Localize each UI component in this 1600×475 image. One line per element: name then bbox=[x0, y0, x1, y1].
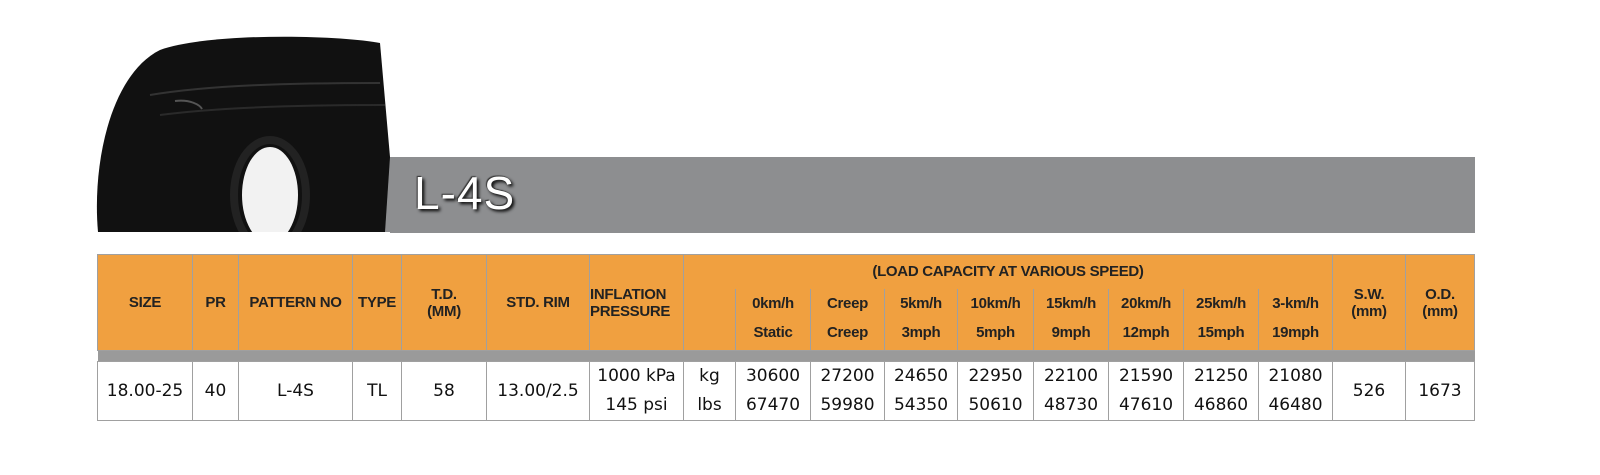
cell-line: 67470 bbox=[745, 395, 801, 415]
cell: 40 bbox=[192, 361, 239, 421]
load-cell: 27200 59980 bbox=[810, 361, 885, 421]
unit-header bbox=[683, 288, 736, 351]
cell-line: kg bbox=[699, 366, 720, 386]
speed-header: 5km/h 3mph bbox=[884, 288, 958, 351]
header: O.D. (mm) bbox=[1405, 254, 1475, 351]
load-cell: 22100 48730 bbox=[1033, 361, 1109, 421]
load-cell: 30600 67470 bbox=[735, 361, 811, 421]
header: STD. RIM bbox=[486, 254, 590, 351]
speed-header: 10km/h 5mph bbox=[957, 288, 1034, 351]
cell-line: 46860 bbox=[1193, 395, 1249, 415]
header-line: 15mph bbox=[1197, 323, 1245, 341]
cell: 13.00/2.5 bbox=[486, 361, 590, 421]
banner bbox=[385, 157, 1475, 233]
cell-line: 30600 bbox=[745, 366, 801, 386]
header-line: S.W. bbox=[1353, 285, 1385, 303]
header-line: PRESSURE bbox=[590, 302, 671, 320]
header-line: 3-km/h bbox=[1272, 294, 1319, 312]
header: T.D. (MM) bbox=[401, 254, 487, 351]
cell-line: 21080 bbox=[1268, 366, 1323, 386]
cell-line: 1000 kPa bbox=[597, 366, 676, 386]
cell-line: 21250 bbox=[1193, 366, 1249, 386]
header-line: O.D. bbox=[1425, 285, 1455, 303]
cell: 526 bbox=[1332, 361, 1406, 421]
cell-line: 47610 bbox=[1118, 395, 1174, 415]
speed-header: Creep Creep bbox=[810, 288, 885, 351]
header-line: 5km/h bbox=[900, 294, 942, 312]
cell-line: lbs bbox=[697, 395, 722, 415]
cell: 1000 kPa 145 psi bbox=[589, 361, 684, 421]
header: SIZE bbox=[97, 254, 193, 351]
header-line: (mm) bbox=[1422, 302, 1458, 320]
speed-header: 15km/h 9mph bbox=[1033, 288, 1109, 351]
header-line: 20km/h bbox=[1121, 294, 1171, 312]
header-line: Creep bbox=[826, 294, 869, 312]
cell-line: 24650 bbox=[893, 366, 949, 386]
cell: TL bbox=[352, 361, 402, 421]
header-line: 3mph bbox=[901, 323, 941, 341]
header: PATTERN NO bbox=[238, 254, 353, 351]
header-line: INFLATION bbox=[590, 285, 667, 303]
header-line: 19mph bbox=[1272, 323, 1319, 341]
title: L-4S bbox=[414, 167, 516, 219]
cell-line: 22100 bbox=[1043, 366, 1099, 386]
cell: 18.00-25 bbox=[97, 361, 193, 421]
cell-line: 46480 bbox=[1268, 395, 1323, 415]
cell-line: 48730 bbox=[1043, 395, 1099, 415]
load-cell: 21080 46480 bbox=[1258, 361, 1333, 421]
load-cell: 24650 54350 bbox=[884, 361, 958, 421]
cell: 1673 bbox=[1405, 361, 1475, 421]
header-line: (mm) bbox=[1351, 302, 1387, 320]
header-line: (MM) bbox=[427, 302, 461, 320]
header-line: Static bbox=[753, 323, 793, 341]
tire-image bbox=[90, 36, 390, 235]
cell-line: 21590 bbox=[1118, 366, 1174, 386]
cell: 58 bbox=[401, 361, 487, 421]
header-line: 9mph bbox=[1051, 323, 1091, 341]
header-line: T.D. bbox=[431, 285, 457, 303]
load-cell: 21590 47610 bbox=[1108, 361, 1184, 421]
cell-line: 145 psi bbox=[605, 395, 668, 415]
header-line: 12mph bbox=[1122, 323, 1170, 341]
cell: kg lbs bbox=[683, 361, 736, 421]
header: INFLATION PRESSURE bbox=[589, 254, 684, 351]
speed-header: 25km/h 15mph bbox=[1183, 288, 1259, 351]
header-line: 0km/h bbox=[752, 294, 794, 312]
header: PR bbox=[192, 254, 239, 351]
header: S.W. (mm) bbox=[1332, 254, 1406, 351]
header-line: 10km/h bbox=[970, 294, 1021, 312]
header: TYPE bbox=[352, 254, 402, 351]
group-header: (LOAD CAPACITY AT VARIOUS SPEED) bbox=[683, 254, 1333, 289]
header-line: 15km/h bbox=[1046, 294, 1096, 312]
cell-line: 22950 bbox=[968, 366, 1023, 386]
spec-table: SIZE PR PATTERN NO TYPE T.D. (MM) STD. RI… bbox=[97, 254, 1475, 421]
load-cell: 22950 50610 bbox=[957, 361, 1034, 421]
header-line: Creep bbox=[826, 323, 869, 341]
cell-line: 54350 bbox=[893, 395, 949, 415]
cell: L-4S bbox=[238, 361, 353, 421]
speed-header: 20km/h 12mph bbox=[1108, 288, 1184, 351]
cell-line: 59980 bbox=[820, 395, 875, 415]
header-line: 25km/h bbox=[1196, 294, 1246, 312]
separator bbox=[97, 350, 1475, 362]
cell-line: 27200 bbox=[820, 366, 875, 386]
speed-header: 0km/h Static bbox=[735, 288, 811, 351]
speed-header: 3-km/h 19mph bbox=[1258, 288, 1333, 351]
header-line: 5mph bbox=[976, 323, 1015, 341]
load-cell: 21250 46860 bbox=[1183, 361, 1259, 421]
cell-line: 50610 bbox=[968, 395, 1023, 415]
